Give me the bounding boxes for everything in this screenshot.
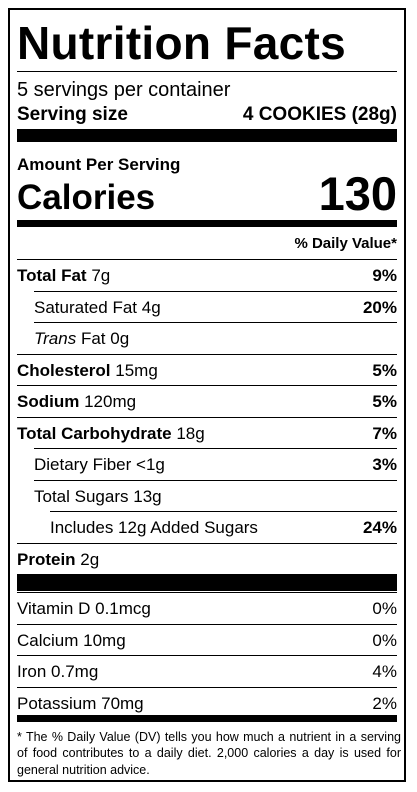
rule xyxy=(17,542,397,544)
calories-value: 130 xyxy=(318,167,397,220)
rule xyxy=(17,592,397,593)
nutrient-dv: 24% xyxy=(362,518,397,537)
rule xyxy=(34,322,397,323)
nutrient-name: Total Fat xyxy=(17,266,87,285)
nutrient-row: Total Fat 7g 9% xyxy=(17,259,397,290)
nutrient-dv: 9% xyxy=(372,266,397,285)
nutrient-label: Dietary Fiber <1g xyxy=(34,456,165,473)
nutrient-label: Vitamin D 0.1mcg xyxy=(17,600,151,617)
nutrient-name: Iron xyxy=(17,662,47,681)
nutrient-row: Includes 12g Added Sugars 24% xyxy=(17,511,397,542)
nutrient-name: Dietary Fiber xyxy=(34,455,132,474)
nutrient-name: Calcium xyxy=(17,630,79,650)
rule xyxy=(17,353,397,355)
thick-rule xyxy=(17,574,397,591)
nutrient-row: Sodium 120mg 5% xyxy=(17,385,397,416)
nutrient-dv: 4% xyxy=(372,662,397,681)
nutrient-amount: 120mg xyxy=(84,392,137,411)
rule xyxy=(17,655,397,656)
nutrient-amount: 70mg xyxy=(101,693,144,713)
rule xyxy=(17,259,397,260)
nutrient-row: Potassium 70mg 2% xyxy=(17,686,397,718)
nutrient-name: Includes 12g Added Sugars xyxy=(50,518,258,537)
nutrient-row: Iron 0.7mg 4% xyxy=(17,655,397,686)
nutrient-label: Cholesterol 15mg xyxy=(17,362,158,379)
nutrient-amount: 0.7mg xyxy=(51,662,99,681)
nutrient-amount: 13g xyxy=(133,486,162,506)
nutrient-name: Fat xyxy=(80,329,106,348)
medium-rule xyxy=(17,715,397,722)
nutrition-label: Nutrition Facts 5 servings per container… xyxy=(8,8,406,782)
nutrient-dv: 0% xyxy=(372,599,397,618)
nutrient-label: Total Fat 7g xyxy=(17,267,110,284)
nutrient-label: Includes 12g Added Sugars xyxy=(50,519,258,536)
daily-value-heading: % Daily Value* xyxy=(294,235,397,252)
nutrient-amount: 2g xyxy=(80,549,100,569)
nutrient-amount: 18g xyxy=(176,423,205,443)
nutrient-row: Dietary Fiber <1g 3% xyxy=(17,448,397,479)
nutrient-label: Saturated Fat 4g xyxy=(34,299,161,316)
nutrient-amount: 7g xyxy=(91,266,111,285)
nutrient-label: Total Carbohydrate 18g xyxy=(17,425,205,442)
nutrient-label: Sodium 120mg xyxy=(17,393,136,410)
nutrient-amount: <1g xyxy=(136,455,165,474)
serving-size: 4 COOKIES (28g) xyxy=(242,104,397,125)
calories-label: Calories xyxy=(17,178,156,217)
rule xyxy=(34,290,397,292)
nutrient-name: Vitamin D xyxy=(17,599,91,618)
rule xyxy=(17,686,397,688)
nutrient-label: Protein 2g xyxy=(17,551,99,568)
nutrient-label: Calcium 10mg xyxy=(17,632,126,649)
nutrient-dv: 20% xyxy=(362,297,397,317)
thick-rule xyxy=(17,129,397,142)
nutrient-name: Saturated Fat xyxy=(34,297,138,317)
nutrient-label: Potassium 70mg xyxy=(17,695,144,712)
serving-size-label: Serving size xyxy=(17,104,128,125)
nutrient-row: Total Sugars 13g xyxy=(17,479,397,511)
nutrient-name: Total Carbohydrate xyxy=(17,423,172,443)
nutrient-row: Protein 2g xyxy=(17,542,397,574)
rule xyxy=(17,385,397,386)
nutrient-amount: 10mg xyxy=(83,630,126,650)
title: Nutrition Facts xyxy=(17,17,347,69)
medium-rule xyxy=(17,220,397,227)
nutrient-dv: 0% xyxy=(372,630,397,650)
rule xyxy=(34,448,397,449)
nutrient-label: Trans Fat 0g xyxy=(34,330,129,347)
rule xyxy=(17,416,397,418)
nutrient-name: Protein xyxy=(17,549,76,569)
nutrient-label: Iron 0.7mg xyxy=(17,663,98,680)
nutrient-row: Saturated Fat 4g 20% xyxy=(17,290,397,322)
nutrient-name: Sodium xyxy=(17,392,80,411)
rule xyxy=(17,71,397,72)
nutrient-amount: 0g xyxy=(110,329,130,348)
nutrient-dv: 5% xyxy=(372,360,397,380)
nutrient-name: Potassium xyxy=(17,693,97,713)
nutrient-dv: 5% xyxy=(372,392,397,411)
nutrient-dv: 2% xyxy=(372,693,397,713)
footnote: * The % Daily Value (DV) tells you how m… xyxy=(17,730,401,777)
nutrient-italic: Trans xyxy=(34,329,77,348)
nutrient-amount: 4g xyxy=(141,297,161,317)
nutrient-row: Calcium 10mg 0% xyxy=(17,623,397,655)
nutrient-name: Cholesterol xyxy=(17,360,111,380)
nutrient-row: Vitamin D 0.1mcg 0% xyxy=(17,592,397,623)
nutrient-label: Total Sugars 13g xyxy=(34,488,162,505)
servings: 5 servings per container xyxy=(17,79,231,101)
amount-per-serving: Amount Per Serving xyxy=(17,155,181,174)
rule xyxy=(17,623,397,625)
nutrient-dv: 7% xyxy=(372,423,397,443)
rule xyxy=(50,511,397,512)
nutrient-row: Total Carbohydrate 18g 7% xyxy=(17,416,397,448)
nutrient-amount: 15mg xyxy=(115,360,158,380)
nutrient-dv: 3% xyxy=(372,455,397,474)
nutrient-name: Total Sugars xyxy=(34,486,129,506)
rule xyxy=(34,479,397,481)
nutrient-row: Cholesterol 15mg 5% xyxy=(17,353,397,385)
nutrient-row: Trans Fat 0g xyxy=(17,322,397,353)
nutrient-amount: 0.1mcg xyxy=(95,599,151,618)
